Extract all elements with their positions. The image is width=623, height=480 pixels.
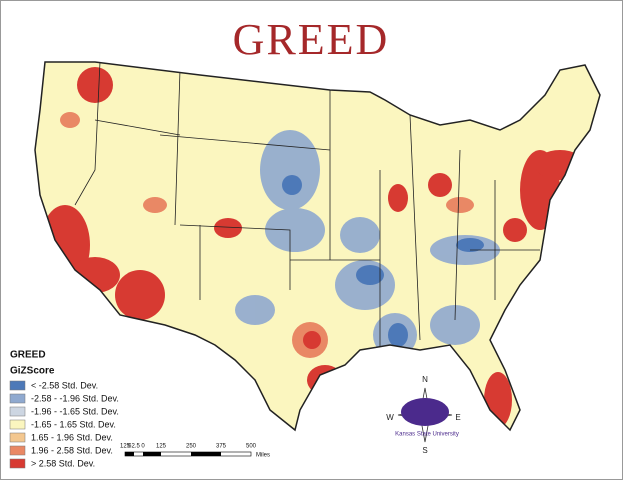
scale-label: 375 <box>216 444 227 450</box>
legend-swatch <box>9 393 26 404</box>
scale-segment <box>191 452 221 456</box>
compass-south: S <box>422 446 427 455</box>
legend-title: GREED <box>10 350 46 361</box>
legend-label: -1.65 - 1.65 Std. Dev. <box>31 419 116 429</box>
legend-label: < -2.58 Std. Dev. <box>31 380 98 390</box>
legend-label: 1.96 - 2.58 Std. Dev. <box>31 445 113 455</box>
map-title: GREED <box>233 15 390 64</box>
scale-label: 125 <box>120 444 131 450</box>
scale-unit: Miles <box>256 453 270 459</box>
scale-label: 500 <box>246 444 257 450</box>
legend-label: > 2.58 Std. Dev. <box>31 458 95 468</box>
legend-swatch <box>9 432 26 443</box>
compass-west: W <box>386 413 394 422</box>
compass: N E S W Kansas State University <box>386 375 460 455</box>
legend-subtitle: GiZScore <box>10 366 55 377</box>
scale-label: 125 <box>156 444 167 450</box>
scale-label: 62.5 <box>128 444 140 450</box>
legend-label: -2.58 - -1.96 Std. Dev. <box>31 393 119 403</box>
compass-east: E <box>455 413 460 422</box>
scale-label: 250 <box>186 444 197 450</box>
legend: GREED GiZScore < -2.58 Std. Dev. -2.58 - … <box>9 350 119 469</box>
legend-swatch <box>9 406 26 417</box>
compass-north: N <box>422 375 428 384</box>
legend-swatch <box>9 458 26 469</box>
legend-swatch <box>9 380 26 391</box>
scale-segment <box>125 452 134 456</box>
legend-label: 1.65 - 1.96 Std. Dev. <box>31 432 113 442</box>
scale-segment <box>143 452 161 456</box>
compass-caption: Kansas State University <box>395 432 459 438</box>
legend-swatch <box>9 445 26 456</box>
legend-label: -1.96 - -1.65 Std. Dev. <box>31 406 119 416</box>
legend-swatch <box>9 419 26 430</box>
scale-label: 0 <box>141 444 145 450</box>
